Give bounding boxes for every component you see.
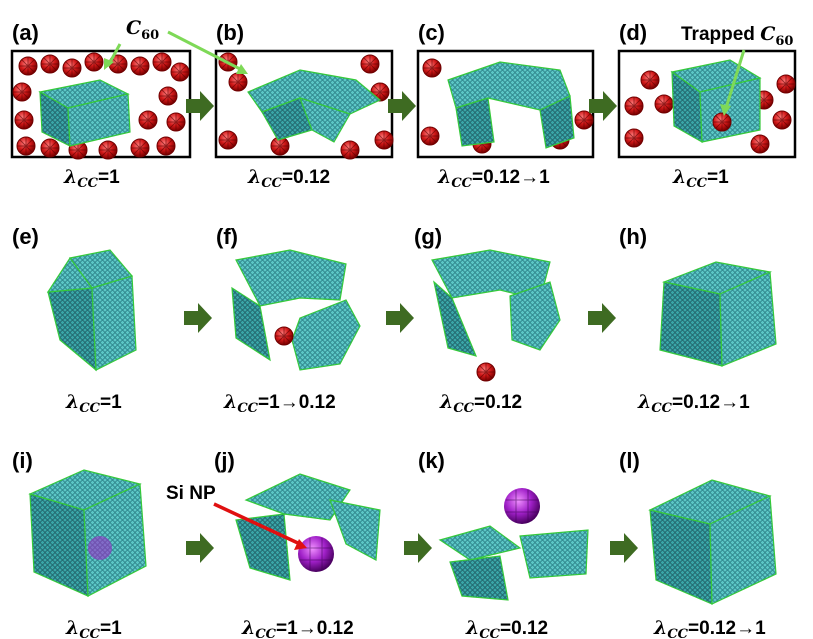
arrow-f-g [386, 303, 414, 333]
c60-annotation-symbol: C [126, 17, 141, 39]
panel-label-l: (l) [619, 448, 640, 473]
panel-label-i: (i) [12, 448, 33, 473]
panel-label-k: (k) [418, 448, 445, 473]
caption-g-subscript: CC [453, 401, 474, 416]
caption-l: λCC=0.12→1 [653, 617, 766, 639]
panel-label-f: (f) [216, 224, 238, 249]
graphene-sheets-k [438, 487, 589, 601]
caption-c: λCC=0.12→1 [437, 166, 550, 191]
caption-b-symbol: λ [247, 166, 261, 188]
caption-g-value: =0.12 [474, 392, 522, 413]
caption-f-subscript: CC [237, 401, 258, 416]
graphene-box-h [659, 261, 777, 367]
panel-label-c: (c) [418, 20, 445, 45]
caption-h-value: =0.12→1 [672, 392, 750, 413]
graphene-sheets-g [431, 249, 561, 382]
trapped-annotation-subscript: 60 [775, 34, 793, 49]
graphene-sheets-j [235, 473, 381, 581]
caption-d: λCC=1 [672, 166, 729, 191]
caption-j-value: =1→0.12 [276, 618, 354, 639]
caption-a-subscript: CC [77, 176, 98, 191]
panel-label-a: (a) [12, 20, 39, 45]
caption-c-symbol: λ [437, 166, 451, 188]
caption-k-value: =0.12 [500, 618, 548, 639]
arrow-e-f [184, 303, 212, 333]
caption-e: λCC=1 [65, 391, 122, 416]
caption-b-value: =0.12 [282, 167, 330, 188]
trapped-pointer-head [720, 104, 731, 116]
graphene-box-e [46, 249, 137, 372]
caption-e-symbol: λ [65, 391, 79, 413]
trapped-annotation-symbol: C [760, 23, 775, 45]
caption-j: λCC=1→0.12 [241, 617, 354, 639]
caption-h: λCC=0.12→1 [637, 391, 750, 416]
si-np-annotation: Si NP [166, 483, 216, 504]
c60-pointer-a-head [104, 58, 114, 70]
caption-d-symbol: λ [672, 166, 686, 188]
caption-e-value: =1 [100, 392, 122, 413]
caption-e-subscript: CC [79, 401, 100, 416]
panel-label-b: (b) [216, 20, 244, 45]
caption-l-value: =0.12→1 [688, 618, 766, 639]
caption-c-value: =0.12→1 [472, 167, 550, 188]
caption-b-subscript: CC [261, 176, 282, 191]
trapped-pointer [724, 49, 746, 109]
arrow-i-j [186, 533, 214, 563]
caption-i-subscript: CC [79, 627, 100, 639]
caption-h-subscript: CC [651, 401, 672, 416]
caption-c-subscript: CC [451, 176, 472, 191]
caption-i: λCC=1 [65, 617, 122, 639]
arrow-j-k [404, 533, 432, 563]
trapped-annotation-prefix: Trapped [681, 24, 760, 45]
graphene-box-a [38, 79, 131, 147]
caption-g: λCC=0.12 [439, 391, 522, 416]
caption-k-symbol: λ [465, 617, 479, 639]
panel-label-e: (e) [12, 224, 39, 249]
c60-annotation-subscript: 60 [141, 28, 159, 43]
trapped-c60-annotation: Trapped C60 [681, 23, 793, 49]
caption-k: λCC=0.12 [465, 617, 548, 639]
caption-h-symbol: λ [637, 391, 651, 413]
caption-b: λCC=0.12 [247, 166, 330, 191]
caption-a-value: =1 [98, 167, 120, 188]
caption-f-value: =1→0.12 [258, 392, 336, 413]
c60-pointer-b [167, 30, 243, 72]
caption-i-symbol: λ [65, 617, 79, 639]
graphene-sheets-b [247, 69, 382, 143]
caption-f-symbol: λ [223, 391, 237, 413]
graphene-box-l [648, 479, 777, 605]
caption-a: λCC=1 [63, 166, 120, 191]
caption-g-symbol: λ [439, 391, 453, 413]
c60-annotation: C60 [126, 17, 159, 43]
graphene-box-i [28, 469, 147, 597]
graphene-box-d [670, 59, 762, 144]
caption-i-value: =1 [100, 618, 122, 639]
graphene-sheets-c [447, 61, 575, 149]
caption-f: λCC=1→0.12 [223, 391, 336, 416]
caption-j-symbol: λ [241, 617, 255, 639]
caption-j-subscript: CC [255, 627, 276, 639]
caption-k-subscript: CC [479, 627, 500, 639]
caption-d-value: =1 [707, 167, 729, 188]
panel-label-j: (j) [214, 448, 235, 473]
panel-label-h: (h) [619, 224, 647, 249]
caption-l-symbol: λ [653, 617, 667, 639]
caption-a-symbol: λ [63, 166, 77, 188]
si-np-pointer [213, 502, 301, 546]
panel-label-d: (d) [619, 20, 647, 45]
si-np-pointer-head [294, 539, 307, 550]
caption-d-subscript: CC [686, 176, 707, 191]
c60-pointer-b-head [236, 64, 248, 74]
graphene-sheets-f [231, 249, 361, 371]
arrow-g-h [588, 303, 616, 333]
caption-l-subscript: CC [667, 627, 688, 639]
panel-label-g: (g) [414, 224, 442, 249]
arrow-k-l [610, 533, 638, 563]
